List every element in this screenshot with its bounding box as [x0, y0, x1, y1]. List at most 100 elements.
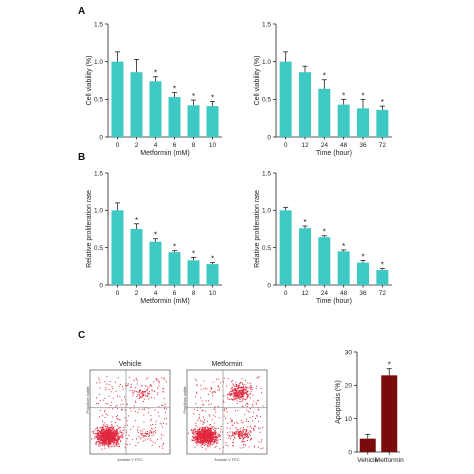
flow-event-dot [102, 436, 104, 438]
flow-event-dot [209, 443, 211, 445]
flow-event-dot [200, 397, 202, 399]
flow-event-dot [102, 440, 104, 442]
flow-event-dot [213, 439, 215, 441]
x-axis-label: Time (hour) [316, 150, 352, 157]
flow-event-dot [101, 448, 103, 450]
flow-event-dot [198, 429, 200, 431]
flow-event-dot [97, 433, 99, 435]
flow-event-dot [218, 435, 220, 437]
flow-event-dot [200, 431, 202, 433]
flow-event-dot [144, 432, 146, 434]
flow-event-dot [120, 440, 122, 442]
flow-event-dot [162, 405, 164, 407]
flow-event-dot [228, 398, 230, 400]
flow-event-dot [197, 433, 199, 435]
flow-event-dot [108, 430, 110, 432]
flow-event-dot [144, 390, 146, 392]
flow-event-dot [241, 391, 243, 393]
flow-event-dot [244, 436, 246, 438]
flow-event-dot [239, 394, 241, 396]
flow-event-dot [141, 385, 143, 387]
flow-event-dot [231, 431, 233, 433]
flow-event-dot [93, 438, 95, 440]
significance-star: * [342, 91, 345, 100]
flow-event-dot [145, 390, 147, 392]
flow-event-dot [106, 428, 108, 430]
flow-event-dot [113, 436, 115, 438]
flow-event-dot [115, 435, 117, 437]
flow-event-dot [151, 432, 153, 434]
flow-event-dot [112, 432, 114, 434]
flow-event-dot [137, 442, 139, 444]
flow-event-dot [231, 419, 233, 421]
flow-event-dot [161, 423, 163, 425]
flow-event-dot [245, 389, 247, 391]
flow-event-dot [102, 420, 104, 422]
flow-event-dot [240, 381, 242, 383]
flow-event-dot [129, 389, 131, 391]
flow-event-dot [152, 423, 154, 425]
flow-event-dot [204, 429, 206, 431]
x-tick-label: 0 [284, 142, 288, 149]
flow-event-dot [116, 415, 118, 417]
flow-event-dot [106, 434, 108, 436]
flow-event-dot [119, 383, 121, 385]
flow-event-dot [153, 434, 155, 436]
flow-event-dot [198, 418, 200, 420]
flow-event-dot [104, 431, 106, 433]
flow-event-dot [111, 436, 113, 438]
flow-event-dot [207, 437, 209, 439]
flow-event-dot [209, 430, 211, 432]
flow-event-dot [108, 443, 110, 445]
flow-event-dot [98, 433, 100, 435]
flow-event-dot [232, 392, 234, 394]
flow-event-dot [206, 433, 208, 435]
flow-event-dot [197, 434, 199, 436]
flow-event-dot [215, 428, 217, 430]
flow-event-dot [115, 428, 117, 430]
flow-event-dot [106, 437, 108, 439]
flow-event-dot [203, 441, 205, 443]
flow-event-dot [239, 393, 241, 395]
flow-event-dot [243, 427, 245, 429]
flow-event-dot [213, 436, 215, 438]
flow-event-dot [212, 439, 214, 441]
flow-event-dot [106, 441, 108, 443]
flow-event-dot [103, 426, 105, 428]
flow-event-dot [213, 441, 215, 443]
flow-event-dot [164, 418, 166, 420]
flow-event-dot [94, 433, 96, 435]
flow-event-dot [202, 434, 204, 436]
flow-event-dot [113, 433, 115, 435]
flow-event-dot [220, 382, 222, 384]
flow-event-dot [99, 400, 101, 402]
flow-event-dot [203, 380, 205, 382]
flow-event-dot [240, 432, 242, 434]
flow-event-dot [115, 406, 117, 408]
flow-event-dot [244, 389, 246, 391]
flow-event-dot [99, 438, 101, 440]
flow-event-dot [159, 446, 161, 448]
flow-event-dot [210, 430, 212, 432]
flow-event-dot [105, 435, 107, 437]
flow-event-dot [205, 431, 207, 433]
flow-event-dot [253, 429, 255, 431]
flow-event-dot [149, 385, 151, 387]
flow-event-dot [113, 426, 115, 428]
flow-event-dot [232, 439, 234, 441]
flow-event-dot [102, 443, 104, 445]
flow-event-dot [239, 389, 241, 391]
bar [357, 108, 369, 137]
flow-event-dot [116, 443, 118, 445]
flow-event-dot [242, 430, 244, 432]
flow-event-dot [238, 386, 240, 388]
flow-event-dot [236, 402, 238, 404]
flow-event-dot [214, 436, 216, 438]
x-tick-label: 12 [301, 142, 309, 149]
x-tick-label: 8 [192, 290, 196, 297]
flow-event-dot [138, 391, 140, 393]
flow-event-dot [197, 441, 199, 443]
y-tick-label: 0 [348, 449, 352, 456]
flow-event-dot [247, 433, 249, 435]
